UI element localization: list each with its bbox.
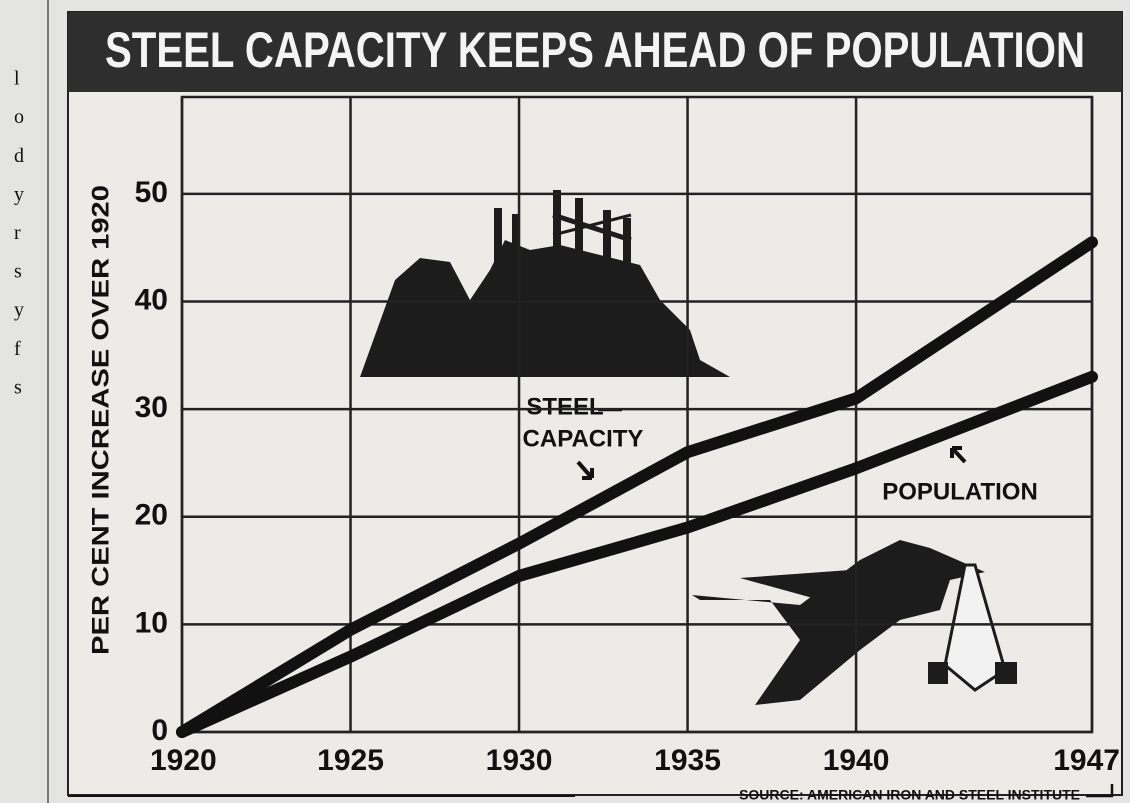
margin-fragment: o [14,106,24,128]
x-tick-label: 1920 [150,744,217,777]
margin-fragment: f [14,338,21,360]
margin-fragment: s [14,376,22,398]
x-tick-label: 1947 [1053,744,1120,777]
chart-title: STEEL CAPACITY KEEPS AHEAD OF POPULATION [105,22,1085,78]
annotation: CAPACITY [523,425,644,452]
margin-fragment: y [14,299,24,321]
y-tick-label: 10 [135,606,168,639]
annotation: STEEL [526,393,603,420]
source-note: SOURCE: AMERICAN IRON AND STEEL INSTITUT… [739,787,1080,803]
y-axis-label: PER CENT INCREASE OVER 1920 [87,185,114,655]
y-tick-label: 50 [135,176,168,209]
chart: STEEL CAPACITY KEEPS AHEAD OF POPULATION… [0,0,1130,803]
x-tick-label: 1925 [317,744,384,777]
margin-fragment: l [14,68,20,90]
y-tick-label: 0 [151,714,168,747]
y-tick-label: 20 [135,499,168,532]
margin-fragment: d [14,145,24,167]
y-tick-label: 40 [135,283,168,316]
x-tick-label: 1935 [654,744,721,777]
margin-fragment: y [14,183,24,205]
page: STEEL CAPACITY KEEPS AHEAD OF POPULATION… [0,0,1130,803]
x-tick-label: 1940 [823,744,890,777]
margin-fragment: r [14,222,21,244]
y-tick-label: 30 [135,391,168,424]
margin-fragment: s [14,261,22,283]
x-tick-label: 1930 [486,744,553,777]
annotation: POPULATION [882,478,1038,505]
